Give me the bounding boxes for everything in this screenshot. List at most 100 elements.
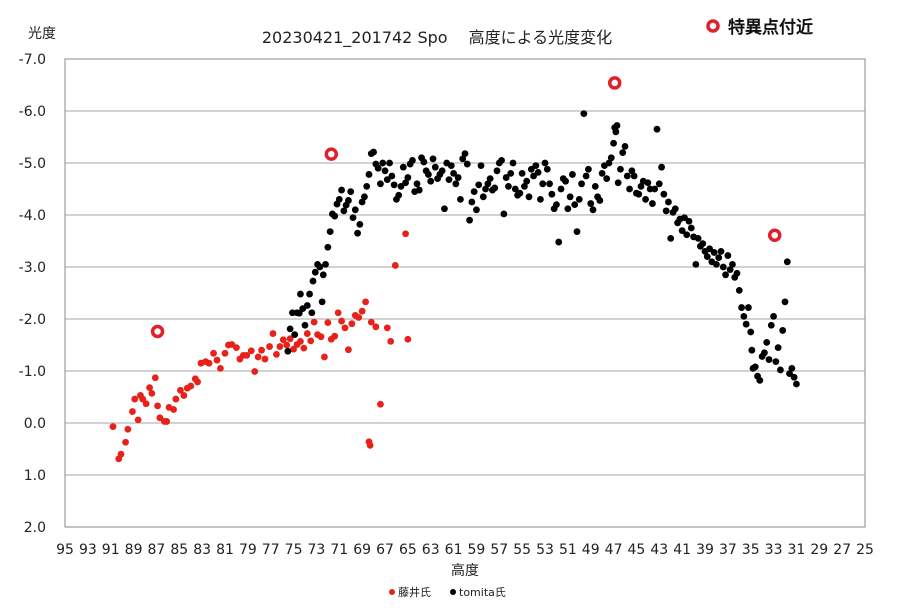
- data-point-tomita: [667, 235, 675, 242]
- data-point-tomita: [589, 206, 597, 214]
- data-point-tomita: [587, 200, 595, 207]
- legend: 藤井氏 tomita氏: [389, 585, 506, 599]
- data-point-tomita: [623, 172, 631, 180]
- x-tick-label: 83: [193, 542, 211, 558]
- data-point-tomita: [415, 186, 423, 194]
- data-point-tomita: [596, 197, 604, 204]
- data-point-tomita: [402, 179, 409, 187]
- data-point-tomita: [466, 216, 473, 224]
- data-point-tomita: [438, 167, 446, 175]
- data-point-tomita: [557, 185, 565, 193]
- data-point-tomita: [745, 304, 752, 311]
- data-point-fujii: [180, 392, 188, 399]
- data-point-fujii: [151, 374, 159, 382]
- data-point-fujii: [377, 400, 384, 408]
- data-point-tomita: [703, 253, 711, 260]
- data-point-tomita: [706, 245, 713, 253]
- data-point-tomita: [297, 290, 304, 298]
- y-tick-label: 1.0: [24, 468, 46, 484]
- data-point-tomita: [358, 198, 366, 206]
- data-point-tomita: [783, 258, 791, 266]
- data-point-tomita: [386, 159, 393, 167]
- data-point-tomita: [553, 201, 560, 209]
- y-tick-label: 2.0: [24, 520, 46, 536]
- x-tick-label: 37: [719, 542, 737, 558]
- x-tick-label: 87: [148, 542, 166, 558]
- data-point-fujii: [109, 423, 117, 431]
- data-point-tomita: [671, 205, 679, 213]
- data-point-fujii: [217, 365, 224, 372]
- data-point-tomita: [655, 180, 663, 188]
- data-point-tomita: [694, 235, 702, 242]
- data-point-fujii: [279, 336, 287, 344]
- data-point-tomita: [493, 167, 501, 175]
- special-point-marker: [324, 147, 339, 161]
- x-tick-label: 47: [605, 542, 623, 558]
- data-point-fujii: [258, 346, 265, 354]
- data-point-fujii: [297, 337, 304, 345]
- x-tick-label: 41: [673, 542, 691, 558]
- legend-marker-fujii: [389, 589, 395, 595]
- data-point-tomita: [582, 172, 590, 180]
- data-point-tomita: [286, 325, 294, 333]
- data-point-tomita: [308, 309, 316, 317]
- data-point-tomita: [756, 376, 764, 384]
- data-point-fujii: [194, 378, 201, 386]
- data-point-tomita: [309, 277, 317, 285]
- data-point-fujii: [177, 386, 184, 394]
- data-point-tomita: [621, 142, 629, 150]
- data-point-fujii: [300, 344, 308, 352]
- data-point-fujii: [131, 395, 139, 403]
- data-point-tomita: [790, 373, 798, 381]
- data-point-tomita: [628, 167, 636, 175]
- data-point-fujii: [205, 359, 213, 367]
- data-point-tomita: [710, 249, 718, 256]
- data-point-tomita: [509, 159, 517, 167]
- data-point-tomita: [548, 190, 556, 198]
- x-tick-label: 85: [170, 542, 188, 558]
- data-point-tomita: [301, 321, 309, 329]
- x-tick-label: 31: [788, 542, 806, 558]
- data-point-fujii: [233, 344, 240, 351]
- data-point-fujii: [402, 230, 409, 238]
- data-point-tomita: [607, 154, 615, 162]
- legend-label-tomita: tomita氏: [459, 586, 506, 599]
- special-point-marker: [767, 228, 782, 243]
- data-point-tomita: [603, 175, 611, 183]
- data-point-tomita: [291, 331, 299, 338]
- x-tick-label: 55: [513, 542, 531, 558]
- x-tick-label: 89: [125, 542, 143, 558]
- data-point-tomita: [479, 193, 487, 201]
- data-point-tomita: [324, 243, 332, 251]
- data-point-fujii: [146, 384, 153, 392]
- data-point-tomita: [463, 160, 471, 168]
- data-point-tomita: [681, 214, 688, 222]
- data-point-tomita: [521, 183, 528, 190]
- data-point-tomita: [699, 240, 707, 248]
- y-axis-ticks: -7.0 -6.0 -5.0 -4.0 -3.0 -2.0 -1.0 0.0 1.0 2.0: [19, 52, 46, 536]
- data-point-tomita: [683, 231, 691, 239]
- x-tick-label: 81: [216, 542, 234, 558]
- data-point-tomita: [740, 313, 748, 320]
- data-point-tomita: [614, 179, 622, 187]
- data-point-tomita: [612, 128, 620, 136]
- data-point-fujii: [129, 408, 136, 415]
- x-tick-label: 63: [422, 542, 440, 558]
- x-tick-label: 61: [445, 542, 463, 558]
- data-point-fujii: [117, 450, 125, 458]
- plot-area-border: [64, 58, 866, 528]
- data-point-tomita: [564, 205, 572, 213]
- x-tick-label: 33: [765, 542, 783, 558]
- data-point-tomita: [340, 207, 348, 215]
- data-point-tomita: [692, 261, 700, 268]
- data-point-tomita: [303, 302, 311, 309]
- data-point-fujii: [213, 356, 221, 364]
- data-point-tomita: [678, 227, 686, 235]
- data-point-tomita: [761, 349, 768, 357]
- data-point-fujii: [387, 337, 395, 345]
- x-tick-label: 69: [353, 542, 371, 558]
- data-point-fujii: [358, 307, 366, 315]
- data-point-tomita: [326, 228, 334, 236]
- data-point-tomita: [338, 186, 345, 194]
- x-tick-label: 25: [856, 542, 874, 558]
